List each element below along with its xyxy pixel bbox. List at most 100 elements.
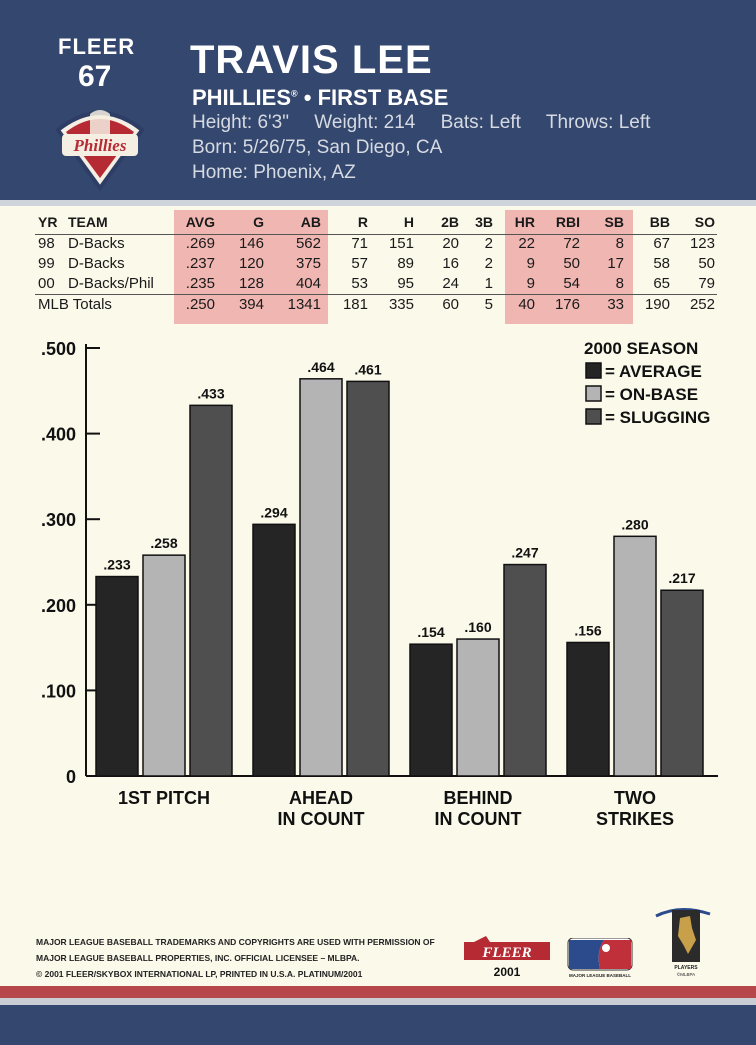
legend-swatch	[585, 362, 602, 379]
cell-2b: 16	[442, 255, 459, 272]
bar	[95, 575, 139, 777]
y-tick-label: 0	[66, 767, 76, 787]
cell-yr: 00	[38, 275, 55, 292]
data-label: .233	[103, 557, 130, 573]
disclaimer-line-2: Major League Baseball Properties, Inc. O…	[36, 953, 360, 963]
cell-hr: 22	[518, 235, 535, 252]
cell-hr: 9	[526, 275, 535, 292]
cell-sb: 17	[607, 255, 624, 272]
cell-r: R	[357, 214, 368, 230]
x-tick-label: TWO	[614, 788, 656, 808]
bio-line-measurements: Height: 6'3" Weight: 214 Bats: Left Thro…	[192, 112, 670, 134]
bar	[503, 563, 547, 777]
cell-2b: 2B	[441, 214, 459, 230]
card-number: 67	[78, 60, 112, 93]
legend-entry: = AVERAGE	[605, 362, 702, 381]
bar	[456, 638, 500, 777]
cell-r: 181	[342, 296, 368, 313]
table-totals-row: MLB Totals .250 394 1341 181 335 60 5 40 176 33 190…	[0, 296, 756, 316]
legend-swatch	[585, 385, 602, 402]
cell-r: 53	[351, 275, 368, 292]
fleer-logo-text: FLEER	[481, 945, 531, 961]
cell-rbi: 176	[554, 296, 580, 313]
x-tick-label: 1ST PITCH	[118, 788, 210, 808]
team-name: PHILLIES	[192, 85, 292, 110]
legend-entry: = ON-BASE	[605, 385, 698, 404]
brand-name: FLEER	[58, 34, 136, 59]
cell-2b: 24	[442, 275, 459, 292]
team-logo-text: Phillies	[73, 136, 127, 155]
cell-avg: .237	[185, 255, 215, 272]
bar	[299, 378, 343, 777]
cell-rbi: RBI	[555, 214, 580, 230]
x-tick-label: AHEAD	[289, 788, 353, 808]
card-header	[0, 0, 756, 200]
legend-entry: = SLUGGING	[605, 408, 710, 427]
footer-gray-stripe	[0, 998, 756, 1005]
cell-so: 123	[689, 235, 715, 252]
cell-avg: .269	[185, 235, 215, 252]
cell-avg: .235	[185, 275, 215, 292]
x-tick-label: BEHIND	[443, 788, 512, 808]
table-row: 99 D-Backs .237 120 375 57 89 16 2 9 50 17 58 50	[0, 255, 756, 275]
legal-disclaimer: Major League Baseball trademarks and cop…	[36, 934, 436, 982]
team-position: PHILLIES® • FIRST BASE	[192, 85, 448, 111]
cell-rbi: 54	[563, 275, 580, 292]
x-tick-label: IN COUNT	[278, 809, 365, 829]
cell-yr: 98	[38, 235, 55, 252]
cell-h: 151	[388, 235, 414, 252]
cell-hr: 40	[518, 296, 535, 313]
data-label: .156	[574, 622, 601, 638]
x-tick-label: STRIKES	[596, 809, 674, 829]
born-label: Born: 5/26/75, San Diego, CA	[192, 137, 443, 158]
cell-totals-label: MLB Totals	[38, 296, 112, 313]
bar	[409, 643, 453, 777]
cell-g: 146	[238, 235, 264, 252]
fleer-logo-icon: FLEER 2001	[464, 936, 550, 979]
mlbpa-mark: ©MLBPA	[677, 971, 695, 977]
count-split-bar-chart: 0 .100 .200 .300 .400 .500 .233 .258 .433 1ST PIT…	[41, 339, 718, 829]
bar	[566, 641, 610, 777]
cell-avg: AVG	[185, 214, 215, 230]
x-tick-label: IN COUNT	[435, 809, 522, 829]
bar	[189, 404, 233, 777]
data-label: .154	[417, 624, 444, 640]
y-tick-label: .500	[41, 339, 76, 359]
cell-hr: HR	[514, 214, 535, 230]
cell-team: D-Backs/Phil	[68, 275, 154, 292]
registered-mark: ®	[291, 88, 298, 99]
bar	[613, 535, 657, 777]
cell-r: 71	[351, 235, 368, 252]
cell-team: D-Backs	[68, 235, 125, 252]
cell-g: 394	[238, 296, 264, 313]
cell-rbi: 50	[563, 255, 580, 272]
mlbpa-logo-icon: PLAYERS ©MLBPA	[655, 908, 711, 977]
mlb-logo-icon: MAJOR LEAGUE BASEBALL	[567, 938, 633, 978]
bats-label: Bats: Left	[440, 112, 521, 133]
cell-3b: 2	[484, 235, 493, 252]
stats-table: YR TEAM AVG G AB R H 2B 3B HR RBI SB BB SO 98 D-Backs .2…	[0, 206, 756, 326]
cell-so: SO	[694, 214, 715, 230]
table-header-rule	[35, 234, 717, 235]
cell-so: 79	[698, 275, 715, 292]
cell-g: 120	[238, 255, 264, 272]
legend-title: 2000 SEASON	[584, 339, 698, 358]
header-divider	[0, 200, 756, 206]
y-tick-label: .400	[41, 425, 76, 445]
table-row: 98 D-Backs .269 146 562 71 151 20 2 22 72 8 67 123	[0, 235, 756, 255]
data-label: .160	[464, 619, 491, 635]
cell-ab: AB	[300, 214, 321, 230]
mlb-logo-text: MAJOR LEAGUE BASEBALL	[569, 973, 631, 978]
cell-ab: 562	[295, 235, 321, 252]
cell-sb: SB	[604, 214, 624, 230]
legend-swatch	[585, 408, 602, 425]
fleer-year: 2001	[494, 965, 521, 979]
mlbpa-text: PLAYERS	[674, 965, 698, 971]
cell-3b: 3B	[475, 214, 493, 230]
cell-g: 128	[238, 275, 264, 292]
cell-rbi: 72	[563, 235, 580, 252]
cell-yr: 99	[38, 255, 55, 272]
y-tick-label: .300	[41, 510, 76, 530]
disclaimer-line-1: Major League Baseball trademarks and cop…	[36, 937, 435, 947]
throws-label: Throws: Left	[545, 112, 651, 133]
